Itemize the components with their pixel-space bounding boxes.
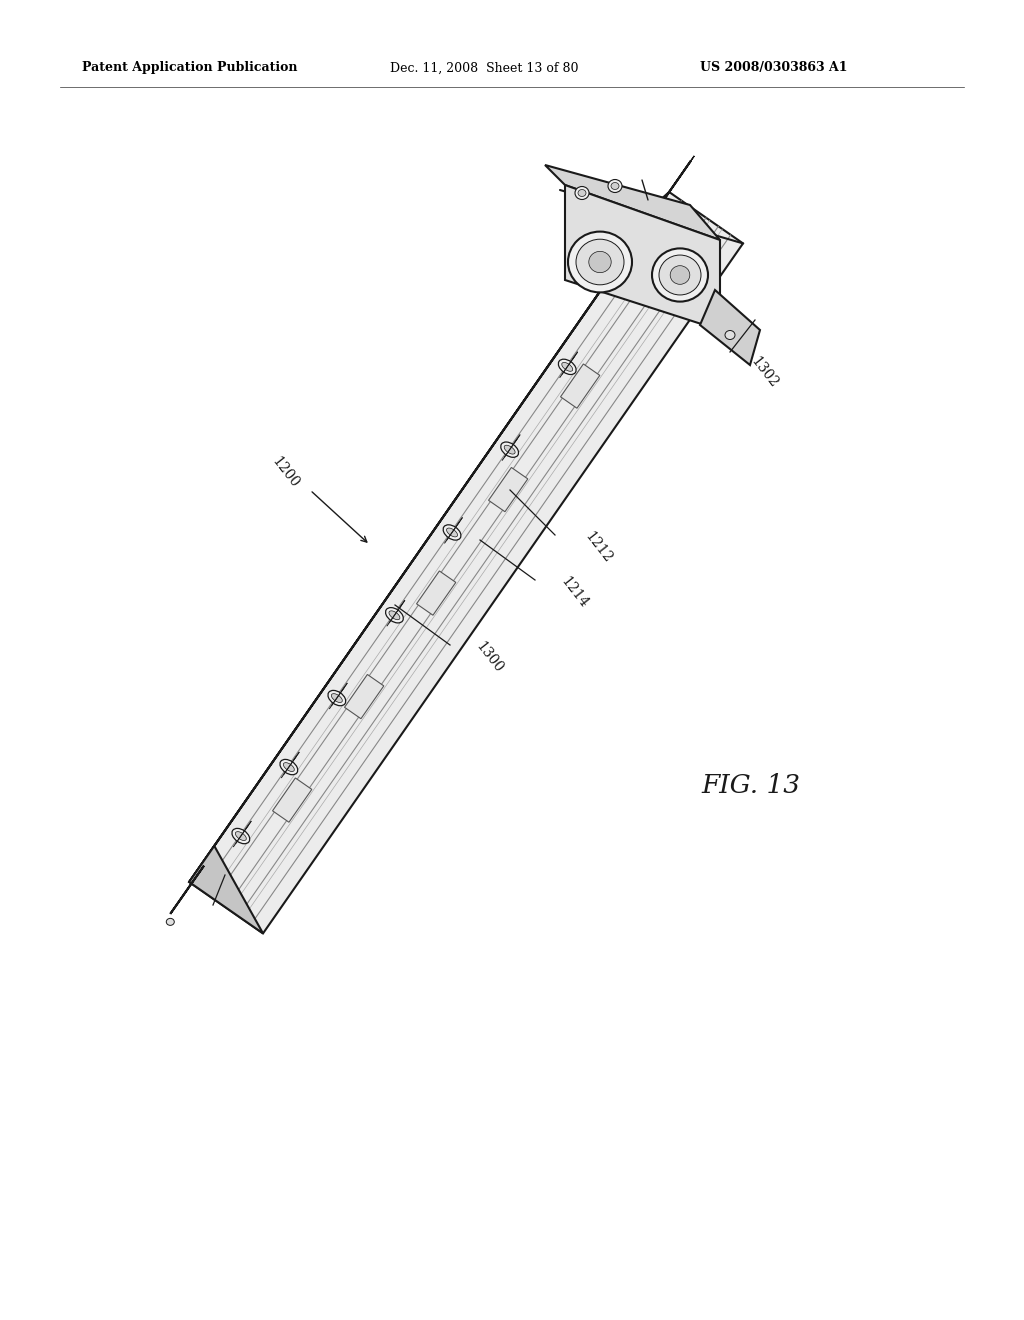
Text: 1300: 1300 bbox=[473, 639, 506, 675]
Polygon shape bbox=[560, 364, 600, 408]
Polygon shape bbox=[565, 185, 720, 330]
Polygon shape bbox=[488, 467, 527, 512]
Ellipse shape bbox=[386, 607, 403, 623]
Polygon shape bbox=[545, 165, 720, 240]
Ellipse shape bbox=[611, 182, 618, 190]
Text: 1200: 1200 bbox=[268, 454, 301, 490]
Text: US 2008/0303863 A1: US 2008/0303863 A1 bbox=[700, 62, 848, 74]
Polygon shape bbox=[211, 156, 694, 851]
Text: 1214: 1214 bbox=[558, 574, 591, 610]
Ellipse shape bbox=[236, 832, 247, 841]
Ellipse shape bbox=[504, 445, 515, 454]
Polygon shape bbox=[189, 161, 691, 882]
Ellipse shape bbox=[562, 363, 572, 371]
Ellipse shape bbox=[332, 693, 342, 702]
Ellipse shape bbox=[558, 359, 577, 375]
Polygon shape bbox=[344, 675, 384, 718]
Polygon shape bbox=[272, 777, 311, 822]
Polygon shape bbox=[189, 846, 263, 933]
Ellipse shape bbox=[501, 442, 518, 457]
Ellipse shape bbox=[232, 829, 250, 843]
Polygon shape bbox=[417, 572, 456, 615]
Ellipse shape bbox=[578, 190, 586, 197]
Ellipse shape bbox=[328, 690, 346, 706]
Ellipse shape bbox=[446, 528, 458, 537]
Polygon shape bbox=[170, 866, 204, 913]
Text: 1302: 1302 bbox=[248, 859, 281, 895]
Ellipse shape bbox=[652, 248, 708, 301]
Ellipse shape bbox=[443, 525, 461, 540]
Polygon shape bbox=[700, 290, 760, 366]
Polygon shape bbox=[189, 191, 743, 933]
Ellipse shape bbox=[575, 186, 589, 199]
Ellipse shape bbox=[659, 255, 701, 294]
Ellipse shape bbox=[589, 251, 611, 273]
Ellipse shape bbox=[284, 763, 294, 771]
Ellipse shape bbox=[575, 239, 624, 285]
Text: 1302: 1302 bbox=[748, 354, 780, 391]
Text: Patent Application Publication: Patent Application Publication bbox=[82, 62, 298, 74]
Ellipse shape bbox=[166, 919, 174, 925]
Text: 1212: 1212 bbox=[582, 529, 614, 565]
Ellipse shape bbox=[725, 330, 735, 339]
Text: FIG. 13: FIG. 13 bbox=[701, 774, 801, 797]
Ellipse shape bbox=[389, 611, 400, 619]
Text: Dec. 11, 2008  Sheet 13 of 80: Dec. 11, 2008 Sheet 13 of 80 bbox=[390, 62, 579, 74]
Ellipse shape bbox=[280, 759, 298, 775]
Ellipse shape bbox=[568, 231, 632, 293]
Ellipse shape bbox=[608, 180, 622, 193]
Ellipse shape bbox=[670, 265, 690, 284]
